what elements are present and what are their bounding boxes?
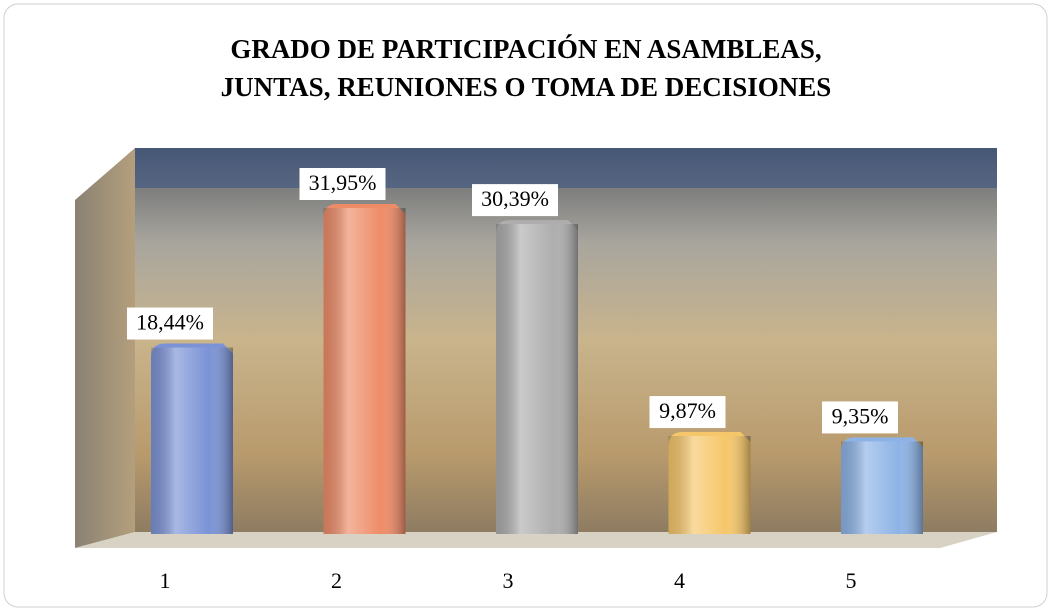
value-label-box (649, 396, 726, 429)
x-tick-label: 3 (503, 568, 514, 593)
bar-shine (151, 347, 233, 534)
chart-title: GRADO DE PARTICIPACIÓN EN ASAMBLEAS, (230, 34, 821, 64)
bar-shine (323, 208, 406, 534)
value-label: 9,87% (659, 398, 716, 423)
bar-shine (668, 436, 751, 534)
x-tick-label: 2 (331, 568, 342, 593)
value-label: 18,44% (136, 310, 204, 335)
x-tick-label: 5 (846, 568, 857, 593)
value-label: 9,35% (832, 403, 889, 428)
awning (135, 148, 997, 188)
bar-shine (496, 224, 578, 534)
chart-title: JUNTAS, REUNIONES O TOMA DE DECISIONES (221, 72, 832, 102)
side-wall (75, 148, 135, 548)
floor (75, 532, 997, 548)
value-label-box (127, 307, 213, 340)
x-tick-label: 4 (674, 568, 685, 593)
value-label-box (472, 184, 558, 217)
value-label-box (822, 401, 898, 434)
value-label: 31,95% (309, 170, 377, 195)
x-tick-label: 1 (160, 568, 171, 593)
value-label: 30,39% (481, 186, 549, 211)
bar-shine (841, 441, 923, 534)
value-label-box (299, 168, 386, 200)
